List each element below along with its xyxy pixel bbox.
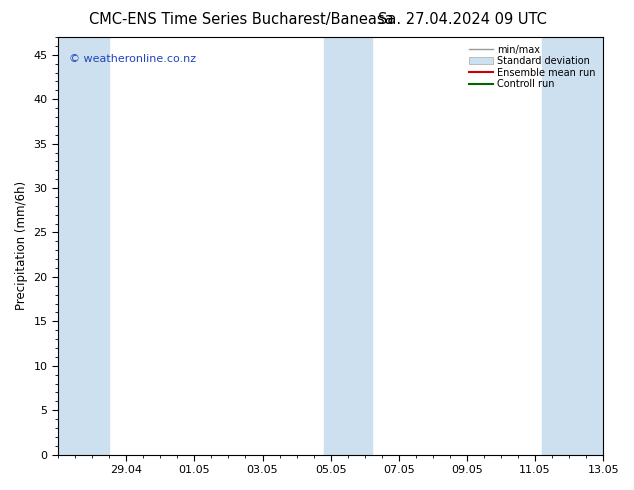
Y-axis label: Precipitation (mm/6h): Precipitation (mm/6h) — [15, 181, 28, 310]
Bar — [58, 37, 109, 455]
Bar — [324, 37, 372, 455]
Text: © weatheronline.co.nz: © weatheronline.co.nz — [69, 54, 196, 64]
Bar — [542, 37, 603, 455]
Text: CMC-ENS Time Series Bucharest/Baneasa: CMC-ENS Time Series Bucharest/Baneasa — [89, 12, 393, 27]
Legend: min/max, Standard deviation, Ensemble mean run, Controll run: min/max, Standard deviation, Ensemble me… — [466, 42, 598, 92]
Text: Sa. 27.04.2024 09 UTC: Sa. 27.04.2024 09 UTC — [378, 12, 547, 27]
